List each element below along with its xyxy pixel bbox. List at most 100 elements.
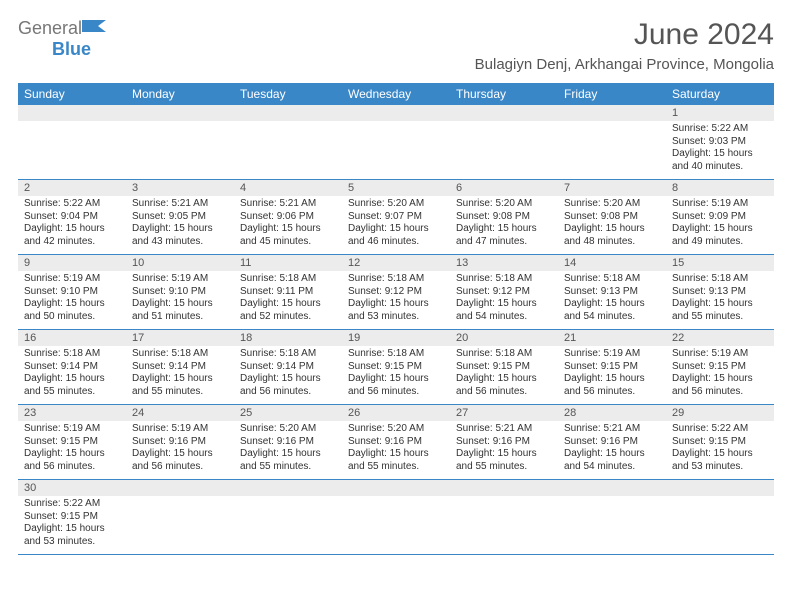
sunrise-line: Sunrise: 5:18 AM <box>132 348 228 361</box>
day-details: Sunrise: 5:21 AMSunset: 9:06 PMDaylight:… <box>234 196 342 254</box>
day-cell <box>126 496 234 555</box>
sunset-line: Sunset: 9:15 PM <box>672 436 768 449</box>
day-cell: Sunrise: 5:18 AMSunset: 9:12 PMDaylight:… <box>342 271 450 330</box>
sunrise-line: Sunrise: 5:20 AM <box>348 198 444 211</box>
day-details: Sunrise: 5:18 AMSunset: 9:13 PMDaylight:… <box>558 271 666 329</box>
sunset-line: Sunset: 9:15 PM <box>456 361 552 374</box>
day-details: Sunrise: 5:21 AMSunset: 9:05 PMDaylight:… <box>126 196 234 254</box>
sunset-line: Sunset: 9:14 PM <box>132 361 228 374</box>
daylight-line: Daylight: 15 hours and 55 minutes. <box>348 448 444 473</box>
day-number: 27 <box>450 405 558 422</box>
day-cell: Sunrise: 5:21 AMSunset: 9:16 PMDaylight:… <box>450 421 558 480</box>
day-details: Sunrise: 5:20 AMSunset: 9:08 PMDaylight:… <box>558 196 666 254</box>
daylight-line: Daylight: 15 hours and 55 minutes. <box>240 448 336 473</box>
sunrise-line: Sunrise: 5:20 AM <box>348 423 444 436</box>
day-cell: Sunrise: 5:18 AMSunset: 9:11 PMDaylight:… <box>234 271 342 330</box>
day-content-row: Sunrise: 5:19 AMSunset: 9:10 PMDaylight:… <box>18 271 774 330</box>
sunset-line: Sunset: 9:04 PM <box>24 211 120 224</box>
sunset-line: Sunset: 9:16 PM <box>240 436 336 449</box>
sunrise-line: Sunrise: 5:20 AM <box>456 198 552 211</box>
daynum-row: 23242526272829 <box>18 405 774 422</box>
sunset-line: Sunset: 9:13 PM <box>564 286 660 299</box>
daylight-line: Daylight: 15 hours and 56 minutes. <box>24 448 120 473</box>
sunset-line: Sunset: 9:12 PM <box>456 286 552 299</box>
sunset-line: Sunset: 9:15 PM <box>24 511 120 524</box>
weekday-header: Friday <box>558 83 666 105</box>
day-cell <box>18 121 126 180</box>
sunset-line: Sunset: 9:03 PM <box>672 136 768 149</box>
day-number: 6 <box>450 180 558 197</box>
sunrise-line: Sunrise: 5:21 AM <box>564 423 660 436</box>
weekday-header: Sunday <box>18 83 126 105</box>
day-number: 13 <box>450 255 558 272</box>
day-details: Sunrise: 5:22 AMSunset: 9:15 PMDaylight:… <box>666 421 774 479</box>
day-cell: Sunrise: 5:19 AMSunset: 9:09 PMDaylight:… <box>666 196 774 255</box>
weekday-header: Tuesday <box>234 83 342 105</box>
daylight-line: Daylight: 15 hours and 46 minutes. <box>348 223 444 248</box>
sunset-line: Sunset: 9:16 PM <box>132 436 228 449</box>
day-cell: Sunrise: 5:18 AMSunset: 9:13 PMDaylight:… <box>558 271 666 330</box>
sunrise-line: Sunrise: 5:18 AM <box>456 348 552 361</box>
day-cell <box>450 496 558 555</box>
weekday-header: Monday <box>126 83 234 105</box>
day-number: 7 <box>558 180 666 197</box>
day-cell: Sunrise: 5:19 AMSunset: 9:16 PMDaylight:… <box>126 421 234 480</box>
day-cell: Sunrise: 5:22 AMSunset: 9:03 PMDaylight:… <box>666 121 774 180</box>
location-text: Bulagiyn Denj, Arkhangai Province, Mongo… <box>475 56 774 73</box>
sunset-line: Sunset: 9:08 PM <box>456 211 552 224</box>
daylight-line: Daylight: 15 hours and 47 minutes. <box>456 223 552 248</box>
day-content-row: Sunrise: 5:22 AMSunset: 9:04 PMDaylight:… <box>18 196 774 255</box>
sunrise-line: Sunrise: 5:18 AM <box>240 348 336 361</box>
header: General Blue June 2024 Bulagiyn Denj, Ar… <box>18 18 774 73</box>
day-details: Sunrise: 5:22 AMSunset: 9:03 PMDaylight:… <box>666 121 774 179</box>
sunrise-line: Sunrise: 5:18 AM <box>348 273 444 286</box>
daylight-line: Daylight: 15 hours and 54 minutes. <box>564 448 660 473</box>
daylight-line: Daylight: 15 hours and 56 minutes. <box>240 373 336 398</box>
daylight-line: Daylight: 15 hours and 48 minutes. <box>564 223 660 248</box>
sunset-line: Sunset: 9:15 PM <box>348 361 444 374</box>
day-number: 20 <box>450 330 558 347</box>
day-details: Sunrise: 5:20 AMSunset: 9:16 PMDaylight:… <box>342 421 450 479</box>
day-number <box>450 480 558 497</box>
brand-part1: General <box>18 18 82 38</box>
day-number: 24 <box>126 405 234 422</box>
day-cell: Sunrise: 5:21 AMSunset: 9:16 PMDaylight:… <box>558 421 666 480</box>
day-number: 5 <box>342 180 450 197</box>
day-number: 18 <box>234 330 342 347</box>
day-details: Sunrise: 5:19 AMSunset: 9:10 PMDaylight:… <box>126 271 234 329</box>
day-cell: Sunrise: 5:18 AMSunset: 9:12 PMDaylight:… <box>450 271 558 330</box>
sunrise-line: Sunrise: 5:18 AM <box>564 273 660 286</box>
sunrise-line: Sunrise: 5:21 AM <box>456 423 552 436</box>
day-cell: Sunrise: 5:22 AMSunset: 9:04 PMDaylight:… <box>18 196 126 255</box>
day-number: 26 <box>342 405 450 422</box>
day-number: 14 <box>558 255 666 272</box>
daynum-row: 16171819202122 <box>18 330 774 347</box>
day-number: 4 <box>234 180 342 197</box>
day-cell: Sunrise: 5:18 AMSunset: 9:14 PMDaylight:… <box>234 346 342 405</box>
daylight-line: Daylight: 15 hours and 56 minutes. <box>672 373 768 398</box>
day-cell <box>126 121 234 180</box>
daylight-line: Daylight: 15 hours and 56 minutes. <box>132 448 228 473</box>
sunrise-line: Sunrise: 5:19 AM <box>564 348 660 361</box>
sunrise-line: Sunrise: 5:22 AM <box>24 498 120 511</box>
day-cell: Sunrise: 5:19 AMSunset: 9:10 PMDaylight:… <box>126 271 234 330</box>
sunset-line: Sunset: 9:06 PM <box>240 211 336 224</box>
daylight-line: Daylight: 15 hours and 40 minutes. <box>672 148 768 173</box>
day-cell <box>666 496 774 555</box>
daylight-line: Daylight: 15 hours and 55 minutes. <box>456 448 552 473</box>
sunrise-line: Sunrise: 5:21 AM <box>240 198 336 211</box>
calendar-table: SundayMondayTuesdayWednesdayThursdayFrid… <box>18 83 774 555</box>
day-cell <box>342 121 450 180</box>
day-details: Sunrise: 5:18 AMSunset: 9:12 PMDaylight:… <box>450 271 558 329</box>
day-content-row: Sunrise: 5:18 AMSunset: 9:14 PMDaylight:… <box>18 346 774 405</box>
day-number <box>666 480 774 497</box>
day-number: 9 <box>18 255 126 272</box>
daylight-line: Daylight: 15 hours and 43 minutes. <box>132 223 228 248</box>
daylight-line: Daylight: 15 hours and 55 minutes. <box>24 373 120 398</box>
sunrise-line: Sunrise: 5:18 AM <box>240 273 336 286</box>
day-cell: Sunrise: 5:21 AMSunset: 9:05 PMDaylight:… <box>126 196 234 255</box>
sunrise-line: Sunrise: 5:20 AM <box>240 423 336 436</box>
sunset-line: Sunset: 9:15 PM <box>24 436 120 449</box>
daylight-line: Daylight: 15 hours and 53 minutes. <box>348 298 444 323</box>
calendar-body: 1 Sunrise: 5:22 AMSunset: 9:03 PMDayligh… <box>18 105 774 555</box>
